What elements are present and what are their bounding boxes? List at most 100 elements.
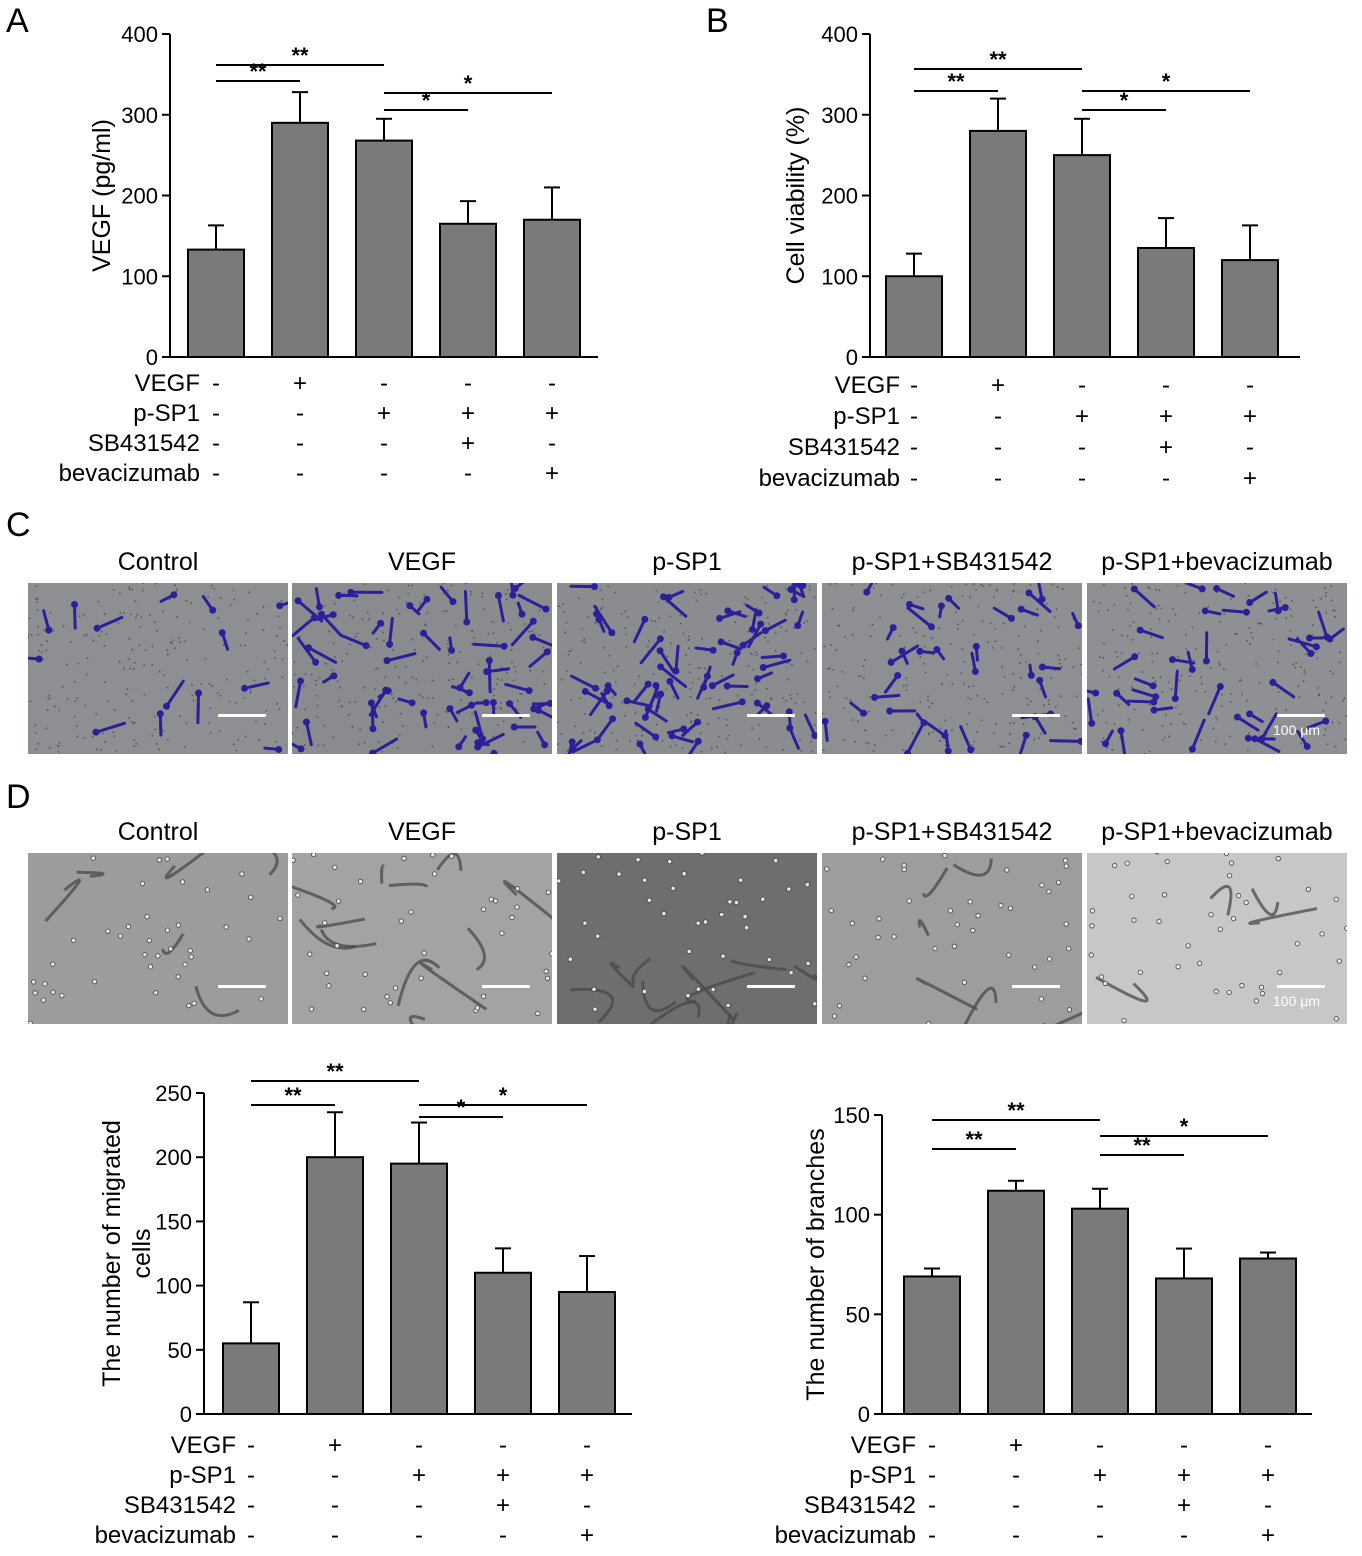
speckle (515, 670, 517, 673)
speckle (48, 694, 51, 697)
speckle (151, 734, 154, 737)
speckle (1219, 620, 1222, 623)
speckle (1246, 699, 1249, 702)
cell-particle (1066, 1007, 1072, 1013)
speckle (951, 729, 953, 732)
speckle (100, 630, 103, 633)
speckle (665, 688, 668, 691)
speckle (237, 739, 240, 741)
speckle (911, 732, 914, 735)
condition-symbol: - (928, 1462, 936, 1489)
stained-cell (504, 682, 531, 693)
speckle (923, 662, 925, 665)
cell-particle (182, 961, 188, 968)
tube-segment (952, 858, 993, 877)
speckle (1330, 585, 1332, 588)
speckle (471, 676, 473, 679)
speckle (813, 596, 816, 599)
condition-symbol: - (331, 1522, 339, 1549)
speckle (1192, 659, 1195, 662)
scale-bar (482, 985, 530, 988)
cell-particle (1098, 974, 1105, 980)
speckle (905, 677, 908, 680)
cell-particle (760, 896, 766, 902)
speckle (1037, 736, 1040, 739)
condition-symbol: - (296, 460, 304, 487)
stained-cell-body (1074, 622, 1082, 630)
cell-particle (90, 855, 96, 861)
tube-formation-image (1087, 853, 1347, 1024)
stained-cell-body (541, 741, 549, 749)
speckle (1257, 622, 1259, 625)
speckle (376, 667, 379, 670)
stained-cell-body (383, 657, 391, 665)
stained-cell-body (449, 598, 457, 606)
stained-cell-body (608, 629, 616, 637)
cell-particle (432, 871, 438, 877)
stained-cell-body (656, 635, 664, 643)
y-tick-label: 300 (821, 103, 858, 128)
stained-cell-body (455, 743, 463, 751)
stained-cell-body (463, 618, 471, 626)
stained-cell (922, 719, 947, 738)
speckle (1074, 728, 1077, 730)
stained-cell-body (753, 699, 761, 707)
speckle (348, 701, 351, 704)
speckle (774, 631, 777, 634)
speckle (1105, 746, 1108, 749)
cell-particle (1063, 921, 1069, 927)
speckle (1225, 643, 1228, 646)
cell-particle (430, 853, 436, 858)
speckle (756, 654, 758, 657)
stained-cell-body (604, 682, 612, 690)
stained-cell-body (1025, 589, 1033, 597)
cell-particle (1333, 1016, 1339, 1022)
stained-cell (625, 699, 653, 708)
stained-cell-body (1216, 683, 1224, 691)
stained-cell-body (641, 615, 649, 623)
speckle (244, 644, 247, 647)
stained-cell-body (485, 657, 493, 665)
condition-symbol: - (464, 370, 472, 397)
condition-label: bevacizumab (775, 1522, 916, 1549)
speckle (570, 698, 573, 701)
condition-symbol: + (1159, 403, 1173, 430)
speckle (144, 649, 147, 652)
speckle (845, 697, 848, 700)
speckle (987, 641, 990, 644)
stained-cell-body (894, 671, 902, 679)
stained-cell-body (490, 749, 498, 754)
condition-label: bevacizumab (59, 460, 200, 487)
condition-symbol: - (928, 1492, 936, 1519)
speckle (1037, 652, 1040, 655)
speckle (103, 613, 106, 615)
speckle (158, 748, 161, 751)
speckle (703, 667, 706, 670)
speckle (727, 734, 730, 737)
stained-cell-body (694, 737, 702, 745)
speckle (522, 740, 525, 743)
y-tick-label: 0 (146, 345, 158, 370)
cell-particle (686, 948, 692, 954)
speckle (45, 727, 48, 730)
stained-cell (94, 721, 126, 734)
speckle (1098, 656, 1101, 659)
scale-bar (218, 985, 266, 988)
stained-cell-body (609, 715, 617, 723)
speckle (905, 689, 908, 692)
speckle (464, 583, 467, 585)
speckle (1259, 622, 1261, 625)
speckle (211, 685, 214, 687)
speckle (1058, 662, 1061, 665)
speckle (249, 691, 252, 694)
speckle (422, 660, 425, 662)
speckle (1161, 691, 1164, 694)
speckle (1055, 608, 1058, 611)
stained-cell (639, 637, 662, 665)
stained-cell-body (1077, 737, 1082, 745)
cell-particle (295, 892, 301, 898)
cell-particle (1277, 969, 1283, 976)
stained-cell-body (335, 591, 343, 599)
tube-formation-image (292, 853, 552, 1024)
